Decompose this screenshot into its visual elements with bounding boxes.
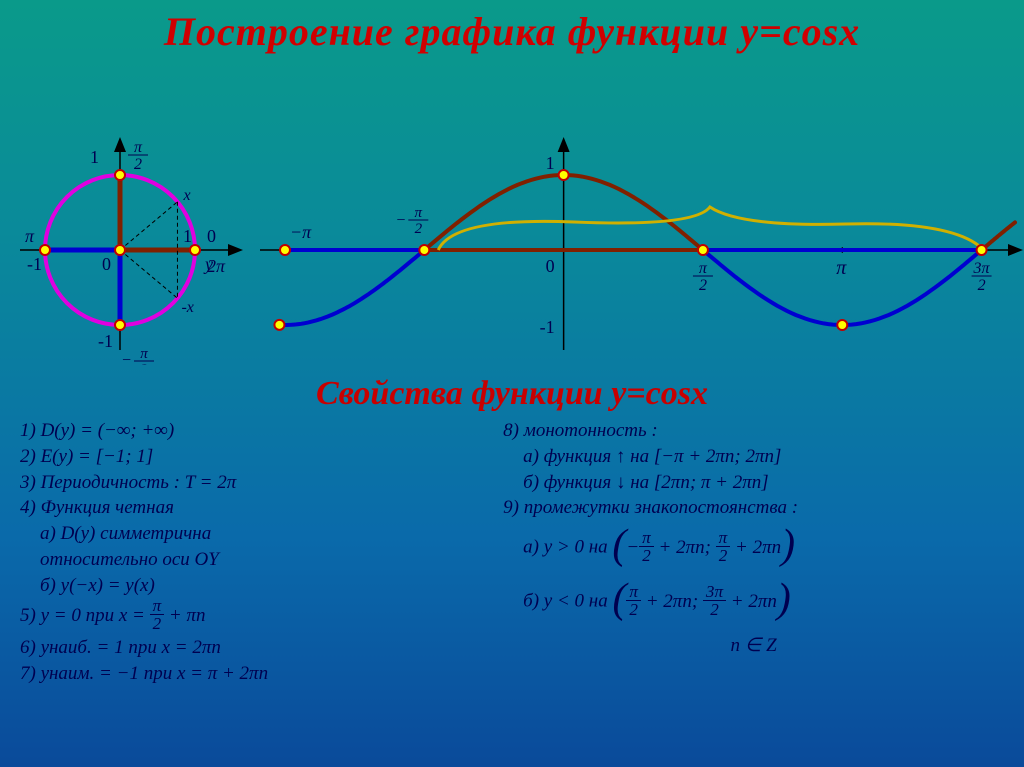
svg-text:-1: -1 [540, 317, 555, 337]
svg-text:π: π [25, 226, 35, 246]
svg-text:0: 0 [546, 256, 555, 276]
svg-text:y: y [203, 254, 213, 274]
prop-4b: б) y(−x) = y(x) [20, 574, 473, 598]
prop-6: 6) yнаиб. = 1 при x = 2πn [20, 636, 473, 660]
page-title: Построение графика функции y=cosx [0, 0, 1024, 55]
properties-right-col: 8) монотонность : а) функция ↑ на [−π + … [473, 417, 1004, 688]
prop-8: 8) монотонность : [503, 419, 1004, 443]
svg-text:2: 2 [415, 221, 423, 237]
svg-text:-x: -x [181, 299, 193, 316]
svg-text:-1: -1 [98, 331, 113, 351]
prop-2: 2) E(y) = [−1; 1] [20, 445, 473, 469]
svg-text:π: π [415, 205, 423, 221]
svg-text:π: π [836, 257, 847, 279]
svg-text:0: 0 [102, 254, 111, 274]
svg-text:−: − [122, 352, 131, 365]
prop-8b: б) функция ↓ на [2πn; π + 2πn] [503, 471, 1004, 495]
svg-text:2: 2 [978, 277, 986, 294]
prop-9b: б) y < 0 на (π2 + 2πn; 3π2 + 2πn) [503, 576, 1004, 628]
diagram-area: 1π2π-110-102πyx-x−π23π2 1-10−π−π2π2π3π2 [0, 55, 1024, 365]
svg-text:2: 2 [699, 277, 707, 294]
svg-text:−: − [396, 212, 405, 229]
properties-title: Свойства функции y=cosx [0, 375, 1024, 413]
prop-4a2: относительно оси OY [20, 548, 473, 572]
svg-text:π: π [699, 260, 708, 277]
svg-text:π: π [140, 346, 148, 362]
svg-text:−π: −π [290, 222, 312, 242]
svg-text:3π: 3π [973, 260, 991, 277]
svg-text:x: x [182, 187, 190, 204]
prop-1: 1) D(y) = (−∞; +∞) [20, 419, 473, 443]
prop-8a: а) функция ↑ на [−π + 2πn; 2πn] [503, 445, 1004, 469]
properties-section: 1) D(y) = (−∞; +∞) 2) E(y) = [−1; 1] 3) … [0, 413, 1024, 688]
prop-4a: a) D(y) симметрична [20, 522, 473, 546]
svg-text:1: 1 [90, 147, 99, 167]
prop-7: 7) yнаим. = −1 при x = π + 2πn [20, 662, 473, 686]
svg-text:1: 1 [546, 153, 555, 173]
prop-9a: а) y > 0 на (−π2 + 2πn; π2 + 2πn) [503, 522, 1004, 574]
diagram-svg: 1π2π-110-102πyx-x−π23π2 1-10−π−π2π2π3π2 [0, 55, 1024, 365]
prop-3: 3) Периодичность : T = 2π [20, 471, 473, 495]
prop-5: 5) y = 0 при x = π2 + πn [20, 599, 473, 634]
prop-9: 9) промежутки знакопостоянства : [503, 496, 1004, 520]
unit-circle: 1π2π-110-102πyx-x−π23π2 [20, 139, 240, 365]
svg-text:3π: 3π [81, 364, 98, 365]
cosine-plot: 1-10−π−π2π2π3π2 [260, 140, 1020, 350]
svg-text:0: 0 [207, 226, 216, 246]
svg-text:π: π [134, 139, 143, 156]
prop-4: 4) Функция четная [20, 496, 473, 520]
svg-text:2: 2 [140, 362, 148, 365]
properties-left-col: 1) D(y) = (−∞; +∞) 2) E(y) = [−1; 1] 3) … [20, 417, 473, 688]
svg-text:-1: -1 [27, 254, 42, 274]
prop-n: n ∈ Z [503, 634, 1004, 658]
svg-text:2: 2 [134, 156, 142, 173]
svg-text:1: 1 [183, 226, 192, 246]
